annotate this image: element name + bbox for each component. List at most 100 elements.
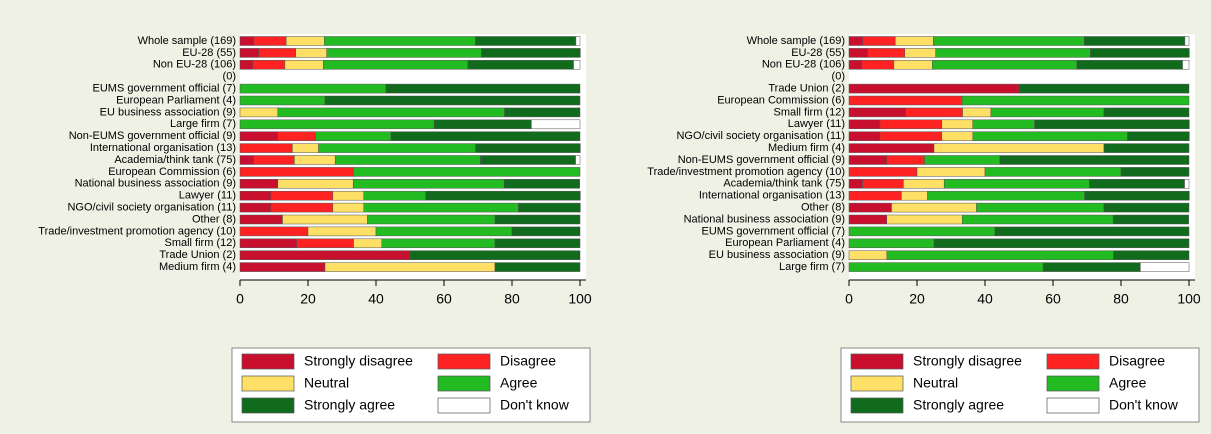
category-label: Trade Union (2) [159,249,236,261]
bar-segment [282,214,368,225]
bar-segment [332,202,365,213]
bar-segment [972,119,1035,130]
category-label: Medium firm (4) [159,261,236,273]
bar-segment [285,36,325,46]
bar-segment [352,179,505,189]
x-tick-label: 100 [1177,291,1201,307]
bar-segment [433,119,532,130]
bar-segment [239,202,272,213]
bar-segment [1084,190,1190,201]
legend-label: Disagree [500,353,556,369]
bar-segment [494,238,581,249]
bar-segment [1184,36,1190,46]
bar-segment [239,190,272,201]
bar-segment [318,143,476,153]
category-label: Trade/investment promotion agency (10) [647,166,845,178]
legend-label: Don't know [500,397,570,413]
bar-segment [1103,143,1190,153]
bar-segment [253,155,295,165]
category-label: (0) [223,71,236,83]
category-label: NGO/civil society organisation (11) [676,130,845,142]
legend-swatch [437,397,491,414]
bar-segment [961,214,1114,225]
category-label: International organisation (13) [699,190,845,202]
bar-segment [252,60,286,70]
bar-segment [296,238,354,249]
bar-segment [848,202,892,213]
bar-segment [425,190,581,201]
category-label: Small firm (12) [773,106,845,118]
legend-swatch [1046,397,1100,414]
bar-segment [511,226,581,237]
bar-segment [848,155,887,165]
bar-segment [324,262,496,272]
bar-segment [891,202,977,213]
bar-segment [1042,262,1141,272]
category-label: Whole sample (169) [138,35,236,47]
bar-segment [239,83,387,94]
bar-segment [932,60,1078,70]
x-tick-label: 100 [568,291,592,307]
category-label: Academia/think tank (75) [114,154,236,166]
x-tick-label: 40 [368,291,384,307]
bar-segment [848,83,1020,94]
legend-label: Strongly agree [913,397,1004,413]
bar-segment [1112,214,1189,225]
legend-label: Agree [500,375,538,391]
bar-segment [381,238,496,249]
bar-segment [848,107,907,118]
bar-segment [239,214,283,225]
bar-segment [277,107,505,118]
bar-segment [475,143,581,153]
bar-segment [848,95,963,106]
bar-segment [893,60,933,70]
legend-label: Agree [1109,375,1147,391]
bar-segment [848,226,996,237]
bar-segment [1076,60,1183,70]
bar-segment [927,190,1085,201]
legend-label: Don't know [1109,397,1179,413]
bar-segment [924,155,1001,165]
bar-segment [862,179,904,189]
category-label: Other (8) [801,202,845,214]
bar-segment [861,60,895,70]
bar-segment [324,36,476,46]
category-label: Academia/think tank (75) [723,178,845,190]
category-label: NGO/civil society organisation (11) [67,202,236,214]
bar-segment [848,179,863,189]
bar-segment [976,202,1105,213]
legend-label: Strongly disagree [304,353,413,369]
bar-segment [239,119,435,130]
bar-segment [933,36,1085,46]
bar-segment [848,262,1044,272]
bar-segment [848,214,887,225]
bar-segment [886,250,1114,260]
bar-segment [1140,262,1190,272]
category-label: EU business association (9) [100,106,236,118]
bar-segment [961,95,1190,106]
legend-label: Neutral [304,375,349,391]
bar-segment [941,119,974,130]
bar-segment [475,36,577,46]
category-label: Non-EUMS government official (9) [69,130,236,142]
bar-segment [1113,250,1190,260]
bar-segment [903,179,945,189]
category-label: EU-28 (55) [182,47,236,59]
bar-segment [390,131,581,141]
bar-segment [270,190,334,201]
bar-segment [326,48,482,58]
bar-segment [292,143,319,153]
x-tick-label: 80 [504,291,520,307]
bar-segment [848,143,935,153]
bar-segment [573,60,581,70]
bar-segment [494,262,581,272]
bar-segment [239,179,278,189]
bar-segment [575,155,581,165]
legend-swatch [850,353,904,370]
bar-segment [277,131,316,141]
category-label: National business association (9) [684,213,845,225]
bar-segment [239,143,293,153]
bar-segment [315,131,392,141]
bar-segment [1090,48,1190,58]
category-label: European Commission (6) [108,166,236,178]
